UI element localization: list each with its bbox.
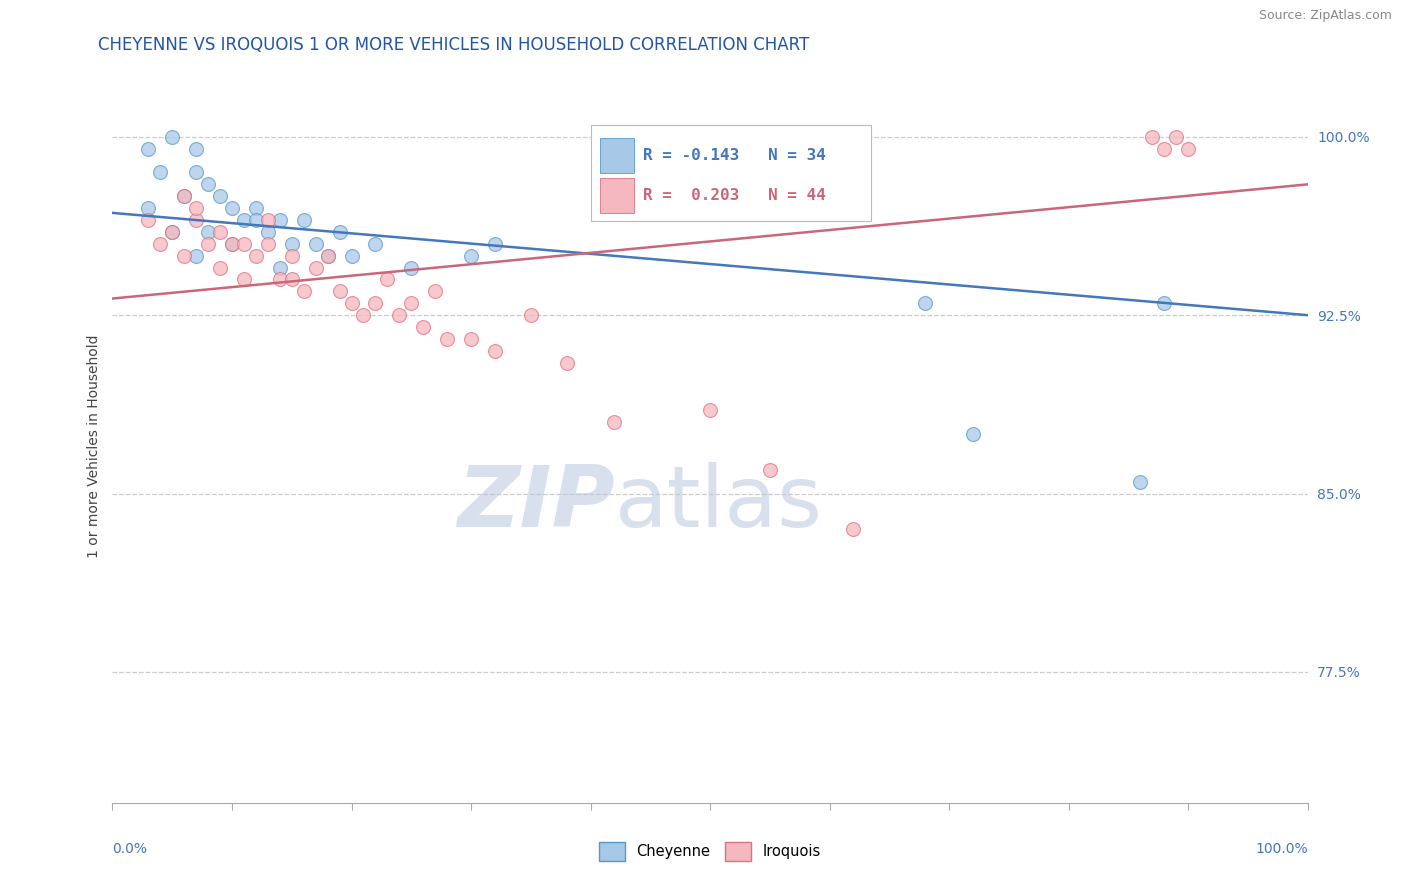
Point (233, 213, 256, 227)
Point (305, 260, 328, 275)
Point (555, 356, 578, 370)
Point (377, 272, 399, 286)
Point (162, 129, 183, 144)
Point (316, 249, 339, 263)
Point (197, 178, 219, 192)
Point (186, 249, 208, 263)
Point (305, 236, 328, 251)
Point (425, 285, 447, 299)
Point (460, 249, 482, 263)
Point (329, 285, 352, 299)
Point (257, 213, 280, 227)
Point (269, 272, 291, 286)
Point (173, 189, 195, 203)
Point (484, 236, 506, 251)
FancyBboxPatch shape (600, 178, 634, 212)
Point (162, 225, 183, 239)
Point (209, 260, 232, 275)
Point (329, 225, 352, 239)
Point (138, 142, 160, 156)
Point (257, 236, 280, 251)
FancyBboxPatch shape (600, 138, 634, 173)
Point (186, 201, 208, 215)
Point (269, 213, 291, 227)
Point (281, 272, 304, 286)
Point (759, 463, 782, 477)
Point (842, 522, 865, 536)
Point (364, 236, 387, 251)
Point (209, 225, 232, 239)
Point (603, 415, 626, 429)
Point (460, 332, 482, 346)
Point (197, 236, 219, 251)
Point (1129, 475, 1152, 489)
Point (221, 201, 243, 215)
Text: R =  0.203   N = 44: R = 0.203 N = 44 (643, 188, 825, 203)
Point (699, 403, 721, 417)
Point (436, 332, 458, 346)
Point (281, 249, 304, 263)
Point (412, 320, 434, 334)
Point (1177, 142, 1199, 156)
Point (257, 225, 280, 239)
Text: 100.0%: 100.0% (1256, 842, 1308, 855)
Point (292, 285, 315, 299)
Point (245, 249, 267, 263)
Point (1153, 296, 1175, 310)
Point (401, 296, 423, 310)
Point (316, 249, 339, 263)
Point (138, 201, 160, 215)
Point (388, 308, 411, 322)
Point (281, 236, 304, 251)
Text: 0.0%: 0.0% (112, 842, 148, 855)
Text: atlas: atlas (614, 461, 823, 545)
Point (292, 213, 315, 227)
Text: ZIP: ZIP (457, 461, 614, 545)
Point (245, 201, 267, 215)
Point (401, 260, 423, 275)
Point (186, 142, 208, 156)
Point (221, 236, 243, 251)
Point (197, 225, 219, 239)
Y-axis label: 1 or more Vehicles in Household: 1 or more Vehicles in Household (87, 334, 101, 558)
Point (914, 296, 936, 310)
Point (245, 213, 267, 227)
Point (1166, 129, 1188, 144)
Point (1142, 129, 1164, 144)
Point (269, 260, 291, 275)
Point (962, 427, 984, 442)
Point (340, 296, 363, 310)
Point (340, 249, 363, 263)
Point (520, 308, 543, 322)
Legend: Cheyenne, Iroquois: Cheyenne, Iroquois (593, 837, 827, 867)
Point (149, 165, 172, 179)
Point (138, 213, 160, 227)
FancyBboxPatch shape (591, 125, 872, 221)
Point (186, 213, 208, 227)
Point (162, 225, 183, 239)
Text: Source: ZipAtlas.com: Source: ZipAtlas.com (1258, 9, 1392, 22)
Point (353, 308, 375, 322)
Point (149, 236, 172, 251)
Point (221, 236, 243, 251)
Point (364, 296, 387, 310)
Text: R = -0.143   N = 34: R = -0.143 N = 34 (643, 148, 825, 163)
Point (209, 189, 232, 203)
Point (233, 272, 256, 286)
Point (233, 236, 256, 251)
Point (173, 189, 195, 203)
Point (173, 249, 195, 263)
Point (1153, 142, 1175, 156)
Point (484, 343, 506, 358)
Point (186, 165, 208, 179)
Text: CHEYENNE VS IROQUOIS 1 OR MORE VEHICLES IN HOUSEHOLD CORRELATION CHART: CHEYENNE VS IROQUOIS 1 OR MORE VEHICLES … (98, 36, 810, 54)
